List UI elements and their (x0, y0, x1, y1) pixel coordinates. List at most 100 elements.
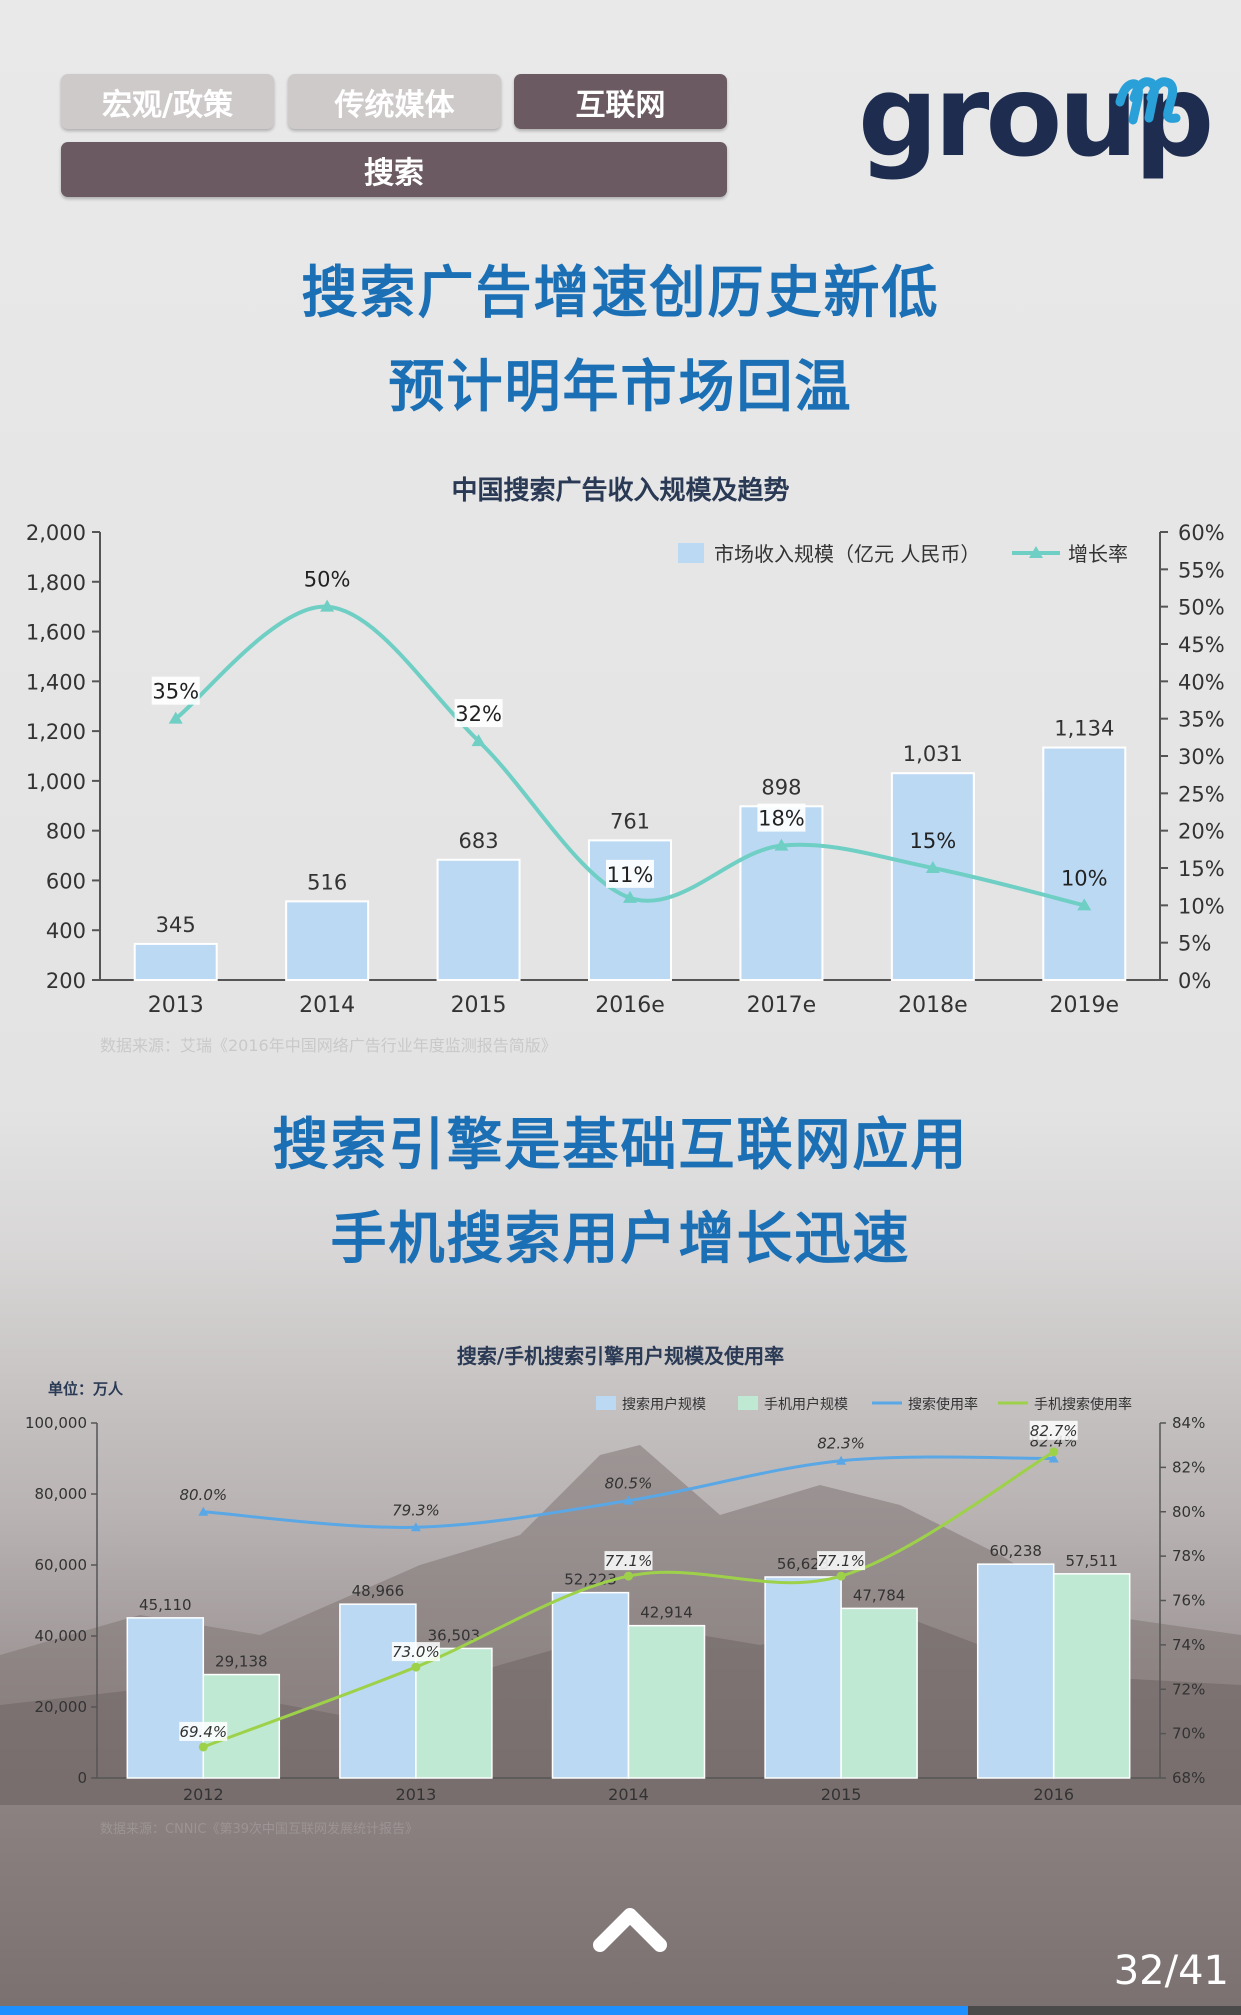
chart1-y-tick-label: 2,000 (26, 521, 86, 545)
chart2-y2-tick-label: 70% (1172, 1725, 1205, 1743)
progress-track (0, 2006, 1241, 2015)
chart2-point-mobile-rate (411, 1662, 421, 1672)
chart2-legend-label-mobile-rate: 手机搜索使用率 (1034, 1396, 1132, 1413)
tab-macro-policy[interactable]: 宏观/政策 (61, 74, 274, 129)
subtab-search[interactable]: 搜索 (61, 142, 727, 197)
chart2-x-tick-label: 2015 (821, 1785, 862, 1804)
chart1-bar (285, 900, 370, 981)
chart2-legend-label-mobile-users: 手机用户规模 (764, 1396, 848, 1413)
chart1-bar (1042, 746, 1127, 981)
chart1-x-tick-label: 2017e (747, 993, 817, 1018)
chart2-y2-tick-label: 72% (1172, 1680, 1205, 1698)
chart2-unit: 单位：万人 (48, 1380, 124, 1398)
chart2-x-tick-label: 2012 (183, 1785, 224, 1804)
chart2-y2-tick-label: 76% (1172, 1592, 1205, 1610)
scroll-up-icon[interactable] (590, 1900, 670, 1960)
chart2-label-bg-mobile-rate (179, 1721, 228, 1741)
groupm-logo: group (858, 52, 1214, 180)
chart2-x-tick-label: 2016 (1033, 1785, 1074, 1804)
chart2-bar-search-users (551, 1591, 630, 1779)
chart1-legend-label-line: 增长率 (1068, 542, 1128, 566)
chart1-growth-label-bg (757, 803, 806, 832)
chart2-bar-search-users (764, 1576, 842, 1779)
chart1-y2-tick-label: 55% (1178, 558, 1225, 582)
chart1-growth-label: 10% (1061, 866, 1108, 890)
chart1-y-tick-label: 1,600 (26, 621, 86, 645)
page-counter: 32/41 (1113, 1948, 1229, 1994)
chart1-growth-label-bg (454, 699, 503, 728)
chart2-y-tick-label: 0 (77, 1769, 87, 1787)
chart2-point-mobile-rate (198, 1742, 208, 1752)
chart1-growth-label: 18% (758, 807, 805, 831)
chart2-bar-label-mobile-users: 47,784 (853, 1586, 906, 1604)
headline-1-line-2: 预计明年市场回温 (388, 355, 853, 420)
chart2-y2-tick-label: 80% (1172, 1503, 1205, 1521)
chart2-label-bg-mobile-rate (604, 1551, 653, 1571)
chart2-y-tick-label: 80,000 (35, 1485, 88, 1503)
chart2-point-mobile-rate (836, 1571, 846, 1581)
chart1-bar-label: 683 (459, 829, 499, 853)
chart1-x-tick-label: 2014 (299, 993, 355, 1018)
chart2-bar-label-search-users: 60,238 (989, 1542, 1042, 1560)
chart2-x-tick-label: 2014 (608, 1785, 649, 1804)
chart2-point-search-rate (1048, 1453, 1059, 1463)
chart2-label-mobile-rate: 73.0% (392, 1643, 440, 1661)
chart2-point-mobile-rate (624, 1571, 633, 1581)
progress-fill (0, 2006, 968, 2015)
chart1-growth-label: 50% (304, 568, 351, 592)
chart1-bar-label: 516 (307, 870, 347, 894)
chart2-label-mobile-rate: 77.1% (817, 1552, 865, 1570)
chart2-point-search-rate (198, 1506, 209, 1516)
logo-m-mark (1115, 77, 1181, 125)
chart2-y-tick-label: 60,000 (35, 1556, 88, 1574)
chart2-point-search-rate (410, 1522, 421, 1532)
chart2-y2-tick-label: 68% (1172, 1769, 1205, 1787)
headline-1-line-1: 搜索广告增速创历史新低 (301, 261, 940, 326)
chart1-x-tick-label: 2013 (148, 993, 204, 1018)
chart1-x-tick-label: 2015 (451, 993, 507, 1018)
chart2-point-search-rate (623, 1495, 634, 1505)
chart2-bar-mobile-users (1052, 1573, 1131, 1779)
chart1-x-tick-label: 2016e (595, 993, 665, 1018)
chart2-label-search-rate: 80.5% (605, 1475, 653, 1493)
chart1-y-tick-label: 400 (46, 919, 86, 943)
chart2-search-users: 100,000 80,000 60,000 40,000 20,000 0 84% 82% 80… (0, 1396, 1241, 1805)
chart2-y2-tick-label: 74% (1172, 1636, 1205, 1654)
chart2-label-search-rate: 80.0% (179, 1486, 227, 1504)
chart1-legend-marker-line (1029, 546, 1043, 558)
chart2-bar-mobile-users (627, 1624, 706, 1779)
chart1-x-tick-label: 2019e (1050, 993, 1120, 1018)
chart1-growth-point (774, 838, 789, 851)
chart1-growth-point (320, 599, 335, 612)
tab-traditional-media[interactable]: 传统媒体 (288, 74, 501, 129)
chart1-search-ad-revenue: 2,000 1,800 1,600 1,400 1,200 1,000 800 600 400 2… (26, 521, 1225, 1018)
chart2-bar-search-users (126, 1617, 205, 1779)
chart1-bar (436, 858, 521, 981)
chart1-y2-tick-label: 10% (1178, 894, 1225, 918)
chart2-bar-label-mobile-users: 57,511 (1065, 1552, 1118, 1570)
chart2-label-mobile-rate: 82.7% (1030, 1422, 1078, 1440)
chart1-growth-label-bg (606, 859, 654, 888)
chart1-y2-tick-label: 30% (1178, 745, 1225, 769)
chart2-label-bg-mobile-rate (817, 1551, 866, 1571)
chart1-growth-point (1077, 898, 1092, 911)
chart2-y-tick-label: 100,000 (25, 1414, 87, 1432)
chart2-label-bg-mobile-rate (391, 1642, 440, 1662)
chart1-y2-tick-label: 40% (1178, 670, 1225, 694)
chart1-growth-point (168, 711, 183, 724)
chart1-source: 数据来源：艾瑞《2016年中国网络广告行业年度监测报告简版》 (100, 1036, 557, 1055)
logo-text: group (858, 52, 1210, 180)
chart1-growth-label: 15% (910, 829, 957, 853)
chart1-y-tick-label: 1,200 (26, 720, 86, 744)
chart2-bar-label-search-users: 45,110 (139, 1596, 192, 1614)
chart1-y-tick-label: 200 (46, 969, 86, 993)
chart2-legend-swatch-mobile-users (738, 1396, 758, 1410)
chart1-growth-point (471, 734, 486, 747)
chart2-bar-label-mobile-users: 29,138 (215, 1653, 268, 1671)
tab-internet[interactable]: 互联网 (514, 74, 727, 129)
chart2-y2-tick-label: 84% (1172, 1414, 1205, 1432)
chart2-point-mobile-rate (1049, 1447, 1059, 1457)
chart2-bar-label-mobile-users: 36,503 (428, 1626, 481, 1644)
chart1-bar (133, 942, 218, 981)
chart2-label-mobile-rate: 69.4% (179, 1723, 227, 1741)
